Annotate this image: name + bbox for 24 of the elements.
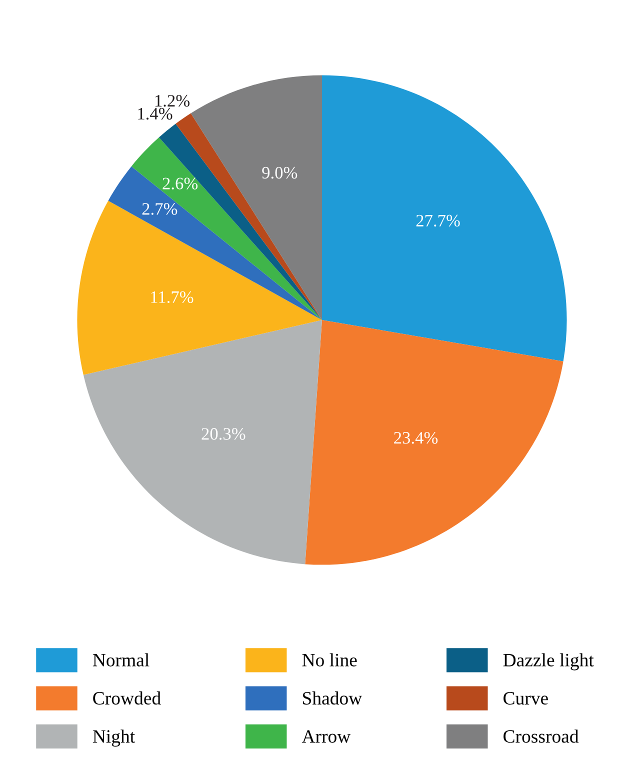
pie-slice <box>305 320 564 565</box>
data-label: 2.7% <box>142 203 178 215</box>
legend-label: Shadow <box>302 691 362 705</box>
data-label: 11.7% <box>151 291 194 304</box>
data-label: 1.4% <box>138 108 172 120</box>
legend-label: Dazzle light <box>503 653 594 670</box>
legend-label: Normal <box>92 653 150 666</box>
legend-label: No line <box>302 653 357 666</box>
legend-label: Arrow <box>302 730 351 743</box>
legend-label: Curve <box>504 692 548 705</box>
pie-slice <box>83 320 322 564</box>
pie-slice <box>131 137 322 320</box>
data-label: 20.3% <box>202 428 246 440</box>
legend-label: Crossroad <box>504 730 579 743</box>
legend-label: Crowded <box>93 691 161 705</box>
data-label: 2.6% <box>162 178 198 190</box>
pie-slice <box>322 75 567 362</box>
pie-slice <box>77 200 322 375</box>
data-label: 9.0% <box>262 166 298 179</box>
data-label: 23.4% <box>394 432 438 444</box>
data-label: 1.2% <box>155 94 190 107</box>
pie-slice <box>108 166 322 320</box>
data-label: 27.7% <box>416 214 460 227</box>
legend-label: Night <box>92 730 135 747</box>
